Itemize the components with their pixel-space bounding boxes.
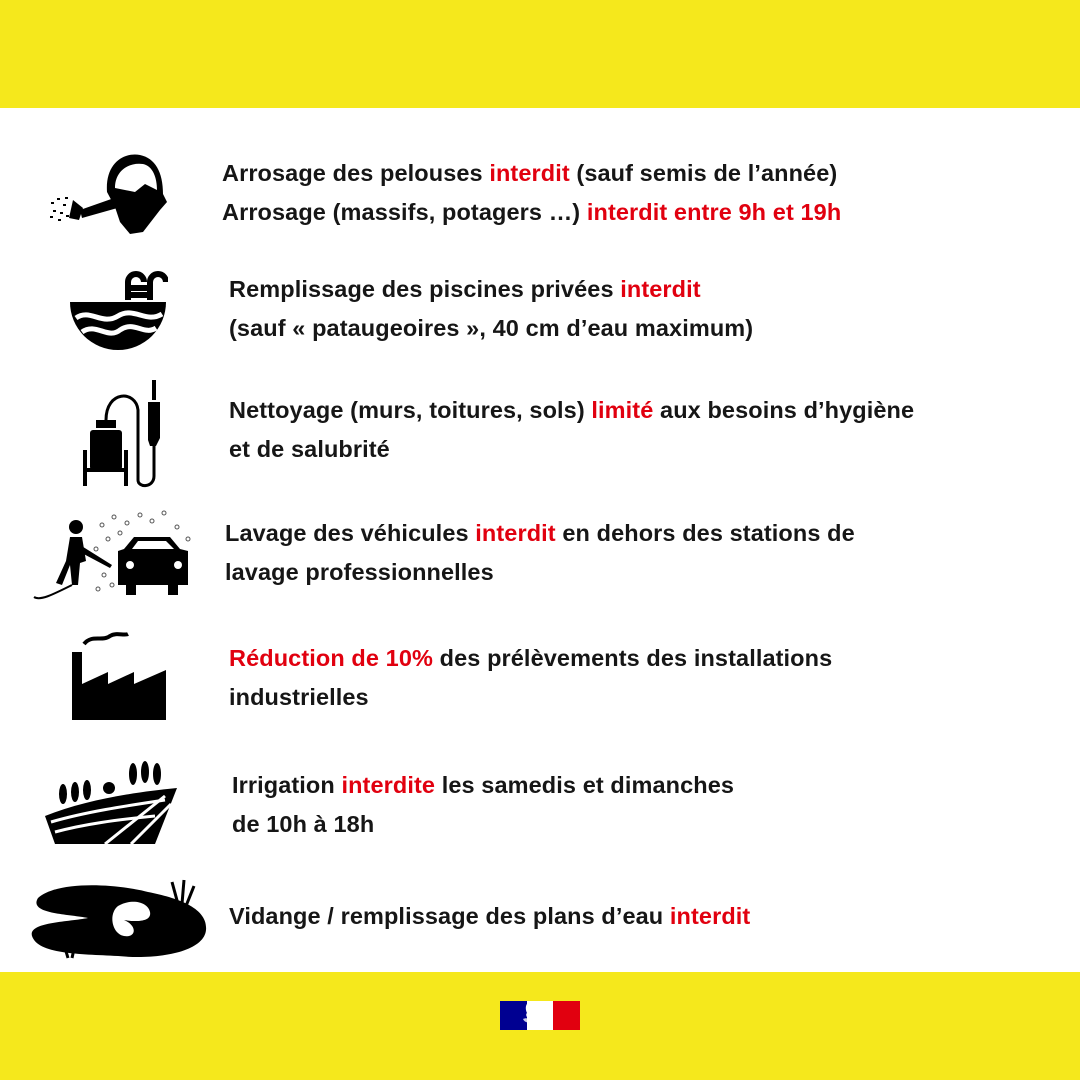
restriction-highlight: interdit	[489, 160, 570, 186]
text-segment: (sauf « pataugeoires », 40 cm d’eau maxi…	[229, 315, 754, 341]
item-text: Nettoyage (murs, toitures, sols) limité …	[229, 391, 914, 469]
irrigated-fields-icon	[45, 760, 180, 850]
swimming-pool-icon	[68, 268, 169, 355]
text-segment: (sauf semis de l’année)	[569, 160, 838, 186]
text-segment: Vidange / remplissage des plans d’eau	[229, 903, 670, 929]
restriction-highlight: interdit	[620, 276, 701, 302]
text-segment: des prélèvements des installations	[433, 645, 833, 671]
text-segment: en dehors des stations de	[555, 520, 855, 546]
text-segment: Remplissage des piscines privées	[229, 276, 621, 302]
watering-can-icon	[45, 152, 170, 242]
text-segment: aux besoins d’hygiène	[653, 397, 915, 423]
text-segment: et de salubrité	[229, 436, 390, 462]
text-segment: Arrosage des pelouses	[222, 160, 490, 186]
text-segment: Arrosage (massifs, potagers …)	[222, 199, 587, 225]
restriction-highlight: Réduction de 10%	[229, 645, 434, 671]
item-text: Lavage des véhicules interdit en dehors …	[225, 514, 855, 592]
pond-icon	[28, 878, 213, 968]
text-segment: Lavage des véhicules	[225, 520, 476, 546]
restriction-highlight: limité	[591, 397, 654, 423]
text-segment: Nettoyage (murs, toitures, sols)	[229, 397, 592, 423]
car-wash-icon	[32, 505, 197, 610]
restriction-highlight: interdit	[475, 520, 556, 546]
restriction-highlight: interdite	[341, 772, 436, 798]
pressure-washer-icon	[80, 380, 170, 495]
factory-icon	[70, 632, 170, 727]
top-yellow-band	[0, 0, 1080, 108]
restriction-highlight: interdit entre 9h et 19h	[586, 199, 842, 225]
item-text: Arrosage des pelouses interdit (sauf sem…	[222, 154, 841, 232]
text-segment: de 10h à 18h	[232, 811, 375, 837]
text-segment: les samedis et dimanches	[435, 772, 735, 798]
item-text: Vidange / remplissage des plans d’eau in…	[229, 897, 750, 936]
text-segment: lavage professionnelles	[225, 559, 494, 585]
marianne-logo	[500, 1001, 581, 1030]
item-text: Réduction de 10% des prélèvements des in…	[229, 639, 832, 717]
restriction-highlight: interdit	[669, 903, 751, 929]
text-segment: industrielles	[229, 684, 369, 710]
item-text: Irrigation interdite les samedis et dima…	[232, 766, 734, 844]
item-text: Remplissage des piscines privées interdi…	[229, 270, 753, 348]
text-segment: Irrigation	[232, 772, 342, 798]
